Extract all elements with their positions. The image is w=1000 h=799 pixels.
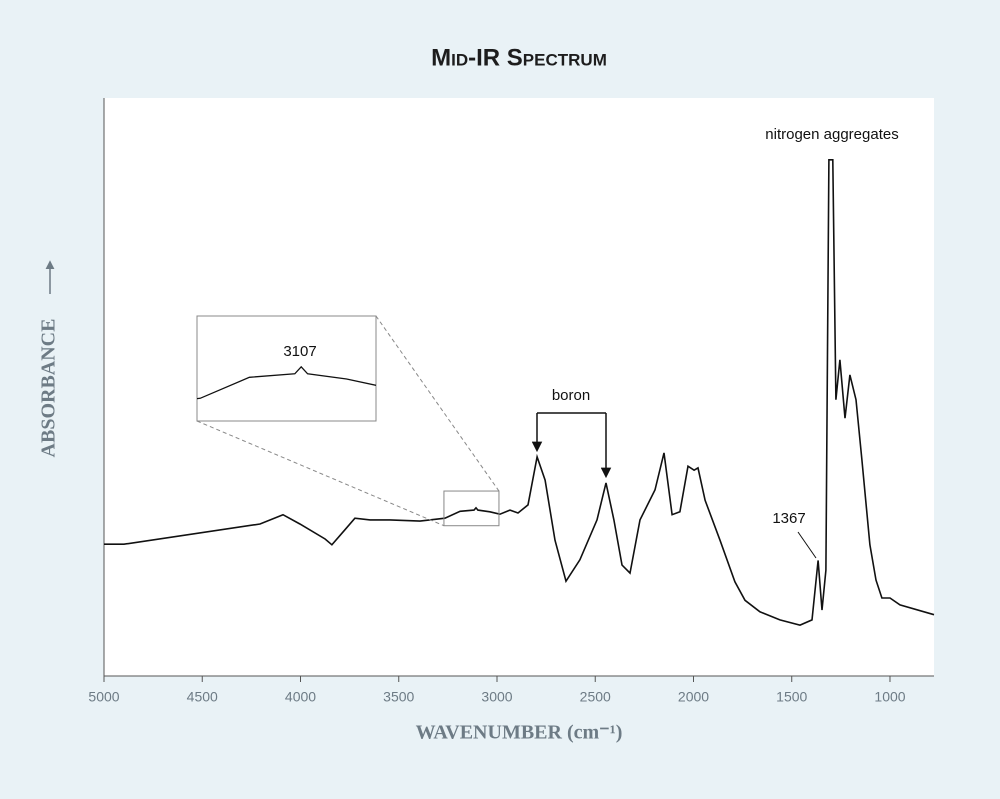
x-tick-label: 1500 — [776, 689, 807, 705]
x-tick-label: 4500 — [187, 689, 218, 705]
x-tick-label: 3000 — [481, 689, 512, 705]
zoom-connector — [375, 315, 500, 492]
inset-label: 3107 — [283, 343, 316, 360]
x-tick-label: 4000 — [285, 689, 316, 705]
spectrum-line — [104, 159, 935, 626]
x-tick-label: 1000 — [874, 689, 905, 705]
x-tick-label: 2000 — [678, 689, 709, 705]
zoom-box — [443, 490, 500, 527]
annotation: nitrogen aggregates — [765, 126, 898, 143]
annotation: boron — [552, 387, 590, 404]
annotation-leader — [797, 531, 817, 559]
x-tick-label: 5000 — [88, 689, 119, 705]
inset-box — [196, 315, 377, 422]
annotation: 1367 — [772, 510, 805, 527]
chart-title: Mid-IR Spectrum — [431, 44, 607, 71]
y-axis-label: ABSORBANCE — [38, 319, 60, 458]
zoom-connector — [196, 420, 445, 527]
x-tick-label: 3500 — [383, 689, 414, 705]
x-tick-label: 2500 — [580, 689, 611, 705]
x-axis-label: WAVENUMBER (cm⁻¹) — [416, 722, 623, 744]
